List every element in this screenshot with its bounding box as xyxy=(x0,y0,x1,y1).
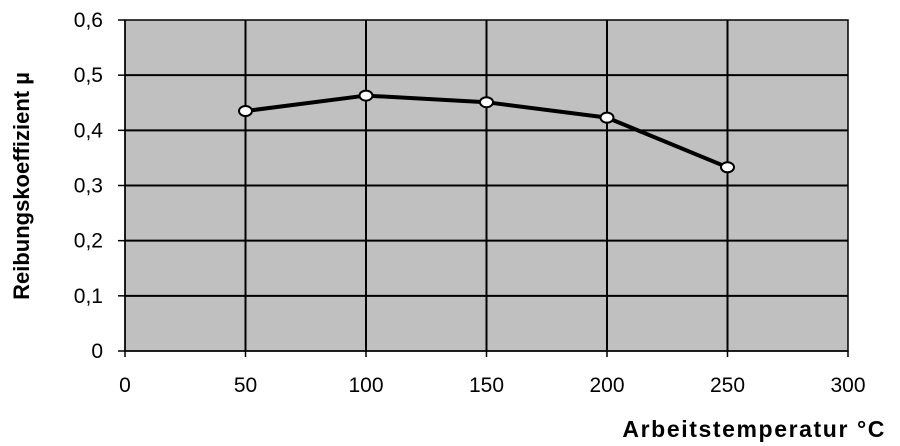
y-tick-label: 0,1 xyxy=(74,285,103,308)
x-tick-label: 50 xyxy=(234,374,257,397)
x-tick-label: 150 xyxy=(469,374,504,397)
data-point-marker xyxy=(599,111,615,124)
x-axis-title: Arbeitstemperatur °C xyxy=(622,416,886,442)
x-tick-label: 300 xyxy=(830,374,865,397)
y-tick-label: 0,2 xyxy=(74,230,103,253)
data-point-marker xyxy=(720,161,735,174)
data-series xyxy=(238,89,735,174)
axes xyxy=(118,19,849,357)
data-point-marker xyxy=(238,105,253,118)
x-tick-labels: 0 50 100 150 200 250 300 xyxy=(119,374,865,397)
y-tick-labels: 0 0,1 0,2 0,3 0,4 0,5 0,6 xyxy=(74,9,104,363)
data-point-marker xyxy=(479,96,494,109)
y-tick-label: 0,6 xyxy=(74,9,103,32)
data-point-marker xyxy=(358,89,374,102)
y-tick-label: 0,5 xyxy=(74,64,103,87)
grid-lines xyxy=(125,20,848,351)
x-tick-label: 0 xyxy=(119,374,131,397)
y-tick-label: 0,4 xyxy=(74,119,104,142)
x-tick-label: 100 xyxy=(348,374,383,397)
x-tick-label: 250 xyxy=(710,374,745,397)
y-tick-label: 0,3 xyxy=(74,175,103,198)
y-axis-title: Reibungskoeffizient µ xyxy=(9,72,34,300)
x-tick-label: 200 xyxy=(589,374,624,397)
y-tick-label: 0 xyxy=(91,340,103,363)
